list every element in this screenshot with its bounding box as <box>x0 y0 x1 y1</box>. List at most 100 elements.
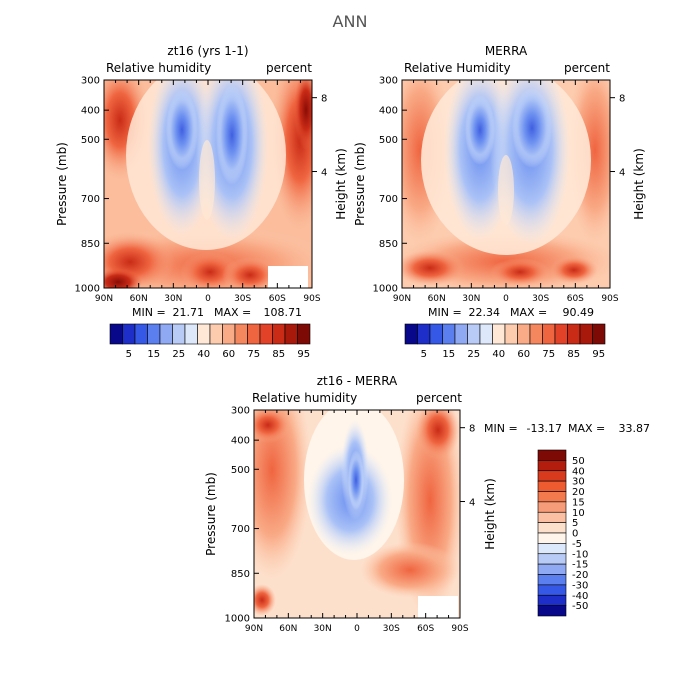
y-axis-label: Pressure (mb) <box>353 142 367 226</box>
colorbar-swatch <box>504 323 518 345</box>
colorbar-label: -20 <box>572 570 588 581</box>
x-tick-label: 90S <box>601 294 618 304</box>
x-tick-label: 90N <box>245 624 263 634</box>
colorbar-label: 75 <box>247 349 260 360</box>
colorbar-label: 50 <box>572 456 585 467</box>
x-tick-label: 30S <box>383 624 400 634</box>
panel-left-label: Relative humidity <box>106 61 211 75</box>
y-axis-label: Pressure (mb) <box>55 142 69 226</box>
y-axis-label: Pressure (mb) <box>204 472 218 556</box>
colorbar-label: 95 <box>297 349 310 360</box>
colorbar-swatch <box>159 323 173 345</box>
colorbar-swatch <box>537 501 567 513</box>
y-tick-label: 700 <box>379 194 398 205</box>
stats-line: MIN = 22.34 MAX = 90.49 <box>428 306 594 319</box>
colorbar-swatch <box>537 594 567 606</box>
colorbar-label: 5 <box>572 518 578 529</box>
height-tick-label: 4 <box>619 168 625 179</box>
stats-line: MIN = 21.71 MAX = 108.71 <box>132 306 302 319</box>
colorbar-swatch <box>537 491 567 503</box>
height-tick-label: 8 <box>619 94 625 105</box>
colorbar-label: 25 <box>172 349 185 360</box>
height-ticks: 84 <box>610 94 625 179</box>
stats-min-label: MIN = <box>484 422 518 435</box>
colorbar-label: -40 <box>572 591 588 602</box>
colorbar-swatch <box>234 323 248 345</box>
x-ticks: 90N 60N 30N 0 30S 60S 90S <box>245 410 469 634</box>
x-tick-label: 60N <box>130 294 148 304</box>
colorbar-label: 60 <box>517 349 530 360</box>
y-ticks: 300 400 500 700 850 1000 <box>373 76 407 295</box>
colorbar-swatch <box>592 323 606 345</box>
colorbar-label: -30 <box>572 580 588 591</box>
height-tick-label: 4 <box>469 498 475 509</box>
y-tick-label: 700 <box>231 524 250 535</box>
contour-field <box>104 80 312 288</box>
panel-right-label: percent <box>564 61 610 75</box>
colorbar-label: 15 <box>147 349 160 360</box>
y2-axis-label: Height (km) <box>483 478 497 549</box>
stats-line: MIN = -13.17 MAX = 33.87 <box>484 422 650 435</box>
y-tick-label: 500 <box>81 135 100 146</box>
colorbar-swatch <box>442 323 456 345</box>
colorbar-label: -5 <box>572 539 582 550</box>
y-tick-label: 1000 <box>75 284 100 295</box>
x-tick-label: 0 <box>205 294 211 304</box>
height-ticks: 84 <box>312 94 327 179</box>
colorbar-swatch <box>517 323 531 345</box>
colorbar-swatch <box>537 470 567 482</box>
x-tick-label: 90N <box>95 294 113 304</box>
y-tick-label: 850 <box>379 239 398 250</box>
x-tick-label: 30S <box>234 294 251 304</box>
colorbar-swatch <box>172 323 186 345</box>
colorbar-label: 5 <box>421 349 427 360</box>
colorbar-label: 95 <box>592 349 605 360</box>
y-tick-label: 1000 <box>225 614 250 625</box>
stats-min-label: MIN = <box>132 306 166 319</box>
panel-difference: zt16 - MERRA Relative humidity percent 3… <box>204 374 650 634</box>
stats-max-label: MAX = <box>214 306 251 319</box>
y-tick-label: 500 <box>379 135 398 146</box>
y-tick-label: 300 <box>231 406 250 417</box>
stats-max: 108.71 <box>264 306 303 319</box>
colorbar: 5 15 25 40 60 75 85 95 <box>109 323 311 360</box>
colorbar-swatch <box>537 584 567 596</box>
colorbar-swatch <box>579 323 593 345</box>
colorbar-swatch <box>537 532 567 544</box>
colorbar-label: 40 <box>492 349 505 360</box>
colorbar-label: 0 <box>572 529 578 540</box>
colorbar-swatch <box>554 323 568 345</box>
panel-right-label: percent <box>266 61 312 75</box>
colorbar-swatch <box>537 480 567 492</box>
colorbar-label: -15 <box>572 560 588 571</box>
x-tick-label: 60S <box>417 624 434 634</box>
height-tick-label: 8 <box>469 424 475 435</box>
colorbar-label: 40 <box>572 466 585 477</box>
stats-max-label: MAX = <box>568 422 605 435</box>
panel-left-label: Relative humidity <box>252 391 357 405</box>
y-tick-label: 400 <box>231 436 250 447</box>
colorbar-label: 20 <box>572 487 585 498</box>
panel-merra: MERRA Relative Humidity percent 30040050… <box>353 44 646 360</box>
colorbar-label: 15 <box>572 497 585 508</box>
x-tick-label: 60N <box>428 294 446 304</box>
colorbar-swatch <box>537 543 567 555</box>
colorbar-label: -50 <box>572 601 588 612</box>
panel-right-label: percent <box>416 391 462 405</box>
x-tick-label: 0 <box>503 294 509 304</box>
colorbar-swatch <box>537 449 567 461</box>
panel-title: zt16 (yrs 1-1) <box>167 44 248 58</box>
colorbar-label: 40 <box>197 349 210 360</box>
colorbar-label: 15 <box>442 349 455 360</box>
x-ticks: 90N 60N 30N 0 30S 60S 90S <box>393 80 619 304</box>
colorbar-swatch <box>542 323 556 345</box>
panel-title: MERRA <box>485 44 528 58</box>
colorbar-swatch <box>134 323 148 345</box>
y-tick-label: 500 <box>231 465 250 476</box>
y-ticks: 300 400 500 700 850 1000 <box>75 76 109 295</box>
colorbar-swatch <box>147 323 161 345</box>
colorbar-label: 85 <box>567 349 580 360</box>
colorbar-swatch <box>209 323 223 345</box>
panel-left-label: Relative Humidity <box>404 61 511 75</box>
